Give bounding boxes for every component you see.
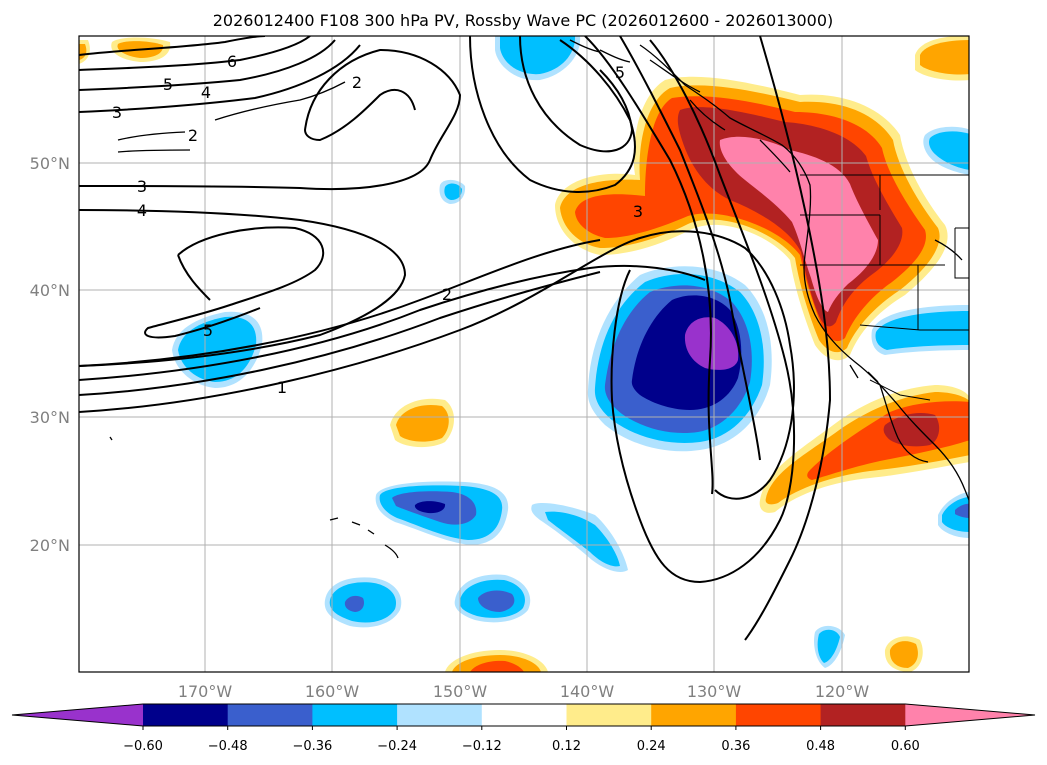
colorbar-label: −0.60 bbox=[123, 739, 163, 754]
lon-label: 130°W bbox=[687, 682, 742, 701]
contour-label: 4 bbox=[137, 201, 147, 220]
colorbar-label: 0.60 bbox=[891, 739, 920, 754]
lat-label: 20°N bbox=[30, 536, 70, 555]
colorbar-label: 0.48 bbox=[806, 739, 835, 754]
contour-label: 5 bbox=[203, 321, 213, 340]
coastlines bbox=[109, 39, 969, 559]
figure-title: 2026012400 F108 300 hPa PV, Rossby Wave … bbox=[213, 11, 834, 30]
lon-label: 150°W bbox=[433, 682, 488, 701]
negative-anomaly-main bbox=[587, 266, 772, 452]
negative-anomaly-hawaii bbox=[375, 481, 509, 545]
positive-anomaly-small bbox=[79, 37, 923, 672]
contour-label: 4 bbox=[201, 83, 211, 102]
contour-label: 3 bbox=[633, 202, 643, 221]
contour-label: 2 bbox=[188, 126, 198, 145]
contour-label: 5 bbox=[615, 63, 625, 82]
colorbar-extend-max bbox=[905, 704, 1035, 726]
lon-label: 160°W bbox=[305, 682, 360, 701]
colorbar: −0.60 −0.48 −0.36 −0.24 −0.12 0.12 0.24 0.36 0.4… bbox=[11, 703, 1036, 754]
lon-label: 120°W bbox=[815, 682, 870, 701]
lat-label: 50°N bbox=[30, 154, 70, 173]
colorbar-label: −0.12 bbox=[462, 739, 502, 754]
colorbar-segment bbox=[481, 704, 567, 726]
contour-label: 6 bbox=[227, 52, 237, 71]
pv-contours bbox=[79, 36, 832, 641]
colorbar-segment bbox=[143, 704, 229, 726]
colorbar-segment bbox=[227, 704, 313, 726]
positive-anomaly-west-coast bbox=[555, 76, 948, 361]
positive-anomaly-top-right bbox=[915, 36, 969, 81]
colorbar-label: −0.48 bbox=[208, 739, 248, 754]
contour-label: 2 bbox=[352, 73, 362, 92]
map-content bbox=[79, 36, 969, 672]
contour-label: 5 bbox=[163, 75, 173, 94]
colorbar-segment bbox=[566, 704, 652, 726]
contour-label: 2 bbox=[442, 285, 452, 304]
colorbar-segment bbox=[312, 704, 398, 726]
latitude-labels: 50°N 40°N 30°N 20°N bbox=[30, 154, 70, 555]
contour-label: 3 bbox=[137, 177, 147, 196]
colorbar-label: −0.24 bbox=[377, 739, 417, 754]
political-borders bbox=[800, 174, 969, 401]
lon-label: 140°W bbox=[560, 682, 615, 701]
colorbar-label: 0.24 bbox=[637, 739, 666, 754]
colorbar-segment bbox=[820, 704, 906, 726]
colorbar-label: −0.36 bbox=[292, 739, 332, 754]
lat-label: 30°N bbox=[30, 408, 70, 427]
contour-label: 1 bbox=[277, 378, 287, 397]
lon-label: 170°W bbox=[178, 682, 233, 701]
colorbar-segment bbox=[651, 704, 737, 726]
contour-labels: 6 5 4 3 2 2 3 4 5 5 3 2 1 bbox=[112, 52, 643, 397]
colorbar-label: 0.36 bbox=[721, 739, 750, 754]
lat-label: 40°N bbox=[30, 281, 70, 300]
contour-label: 3 bbox=[112, 103, 122, 122]
colorbar-label: 0.12 bbox=[552, 739, 581, 754]
map-frame bbox=[78, 35, 970, 673]
colorbar-segment bbox=[397, 704, 483, 726]
colorbar-extend-min bbox=[12, 704, 143, 726]
longitude-labels: 170°W 160°W 150°W 140°W 130°W 120°W bbox=[178, 682, 870, 701]
colorbar-segment bbox=[735, 704, 822, 726]
